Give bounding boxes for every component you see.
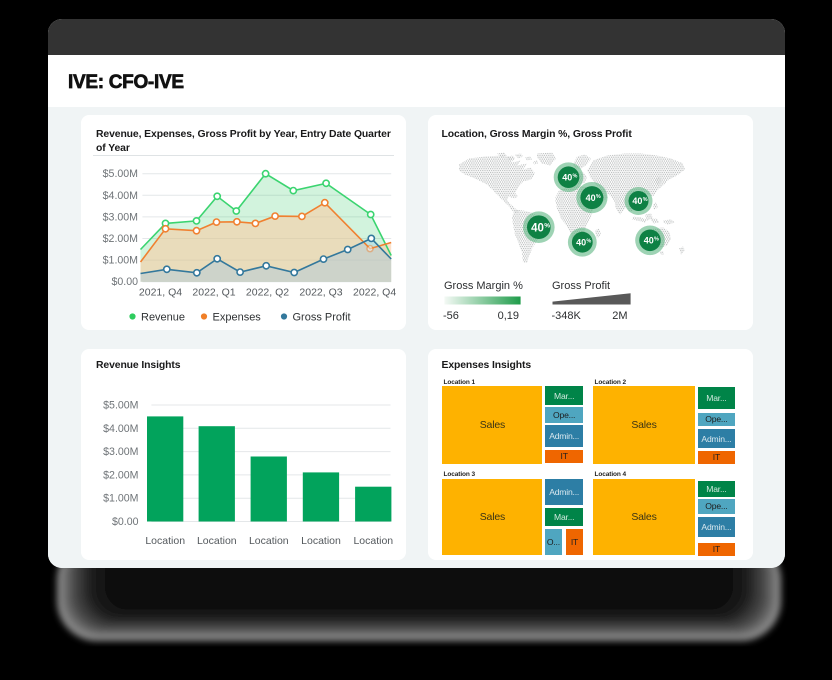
- svg-text:%: %: [642, 197, 647, 203]
- svg-text:$0.00: $0.00: [111, 276, 138, 288]
- svg-text:2022, Q2: 2022, Q2: [246, 287, 289, 299]
- svg-text:Location: Location: [145, 535, 185, 547]
- svg-text:$4.00M: $4.00M: [103, 423, 138, 435]
- svg-text:$3.00M: $3.00M: [103, 211, 138, 223]
- svg-text:Gross Profit: Gross Profit: [552, 280, 610, 292]
- svg-text:2021, Q4: 2021, Q4: [139, 287, 182, 299]
- svg-text:Location: Location: [353, 535, 393, 547]
- svg-text:%: %: [572, 174, 577, 180]
- svg-text:%: %: [586, 239, 591, 245]
- svg-text:$3.00M: $3.00M: [103, 446, 138, 458]
- svg-text:%: %: [595, 194, 600, 200]
- svg-text:40: 40: [576, 238, 586, 248]
- svg-text:-56: -56: [443, 310, 459, 322]
- svg-text:%: %: [654, 237, 659, 243]
- svg-text:2M: 2M: [612, 310, 627, 322]
- svg-text:$2.00M: $2.00M: [103, 469, 138, 481]
- svg-text:40: 40: [531, 222, 544, 234]
- svg-text:Location: Location: [197, 535, 237, 547]
- svg-text:$1.00M: $1.00M: [103, 255, 138, 267]
- svg-text:$4.00M: $4.00M: [103, 190, 138, 202]
- svg-text:2022, Q1: 2022, Q1: [192, 287, 235, 299]
- svg-text:$2.00M: $2.00M: [103, 233, 138, 245]
- svg-text:$5.00M: $5.00M: [103, 168, 138, 180]
- svg-text:-348K: -348K: [551, 310, 581, 322]
- svg-text:Expenses: Expenses: [213, 312, 262, 324]
- svg-text:Gross Profit: Gross Profit: [293, 312, 351, 324]
- svg-text:%: %: [544, 222, 550, 229]
- svg-text:40: 40: [643, 236, 653, 246]
- svg-text:40: 40: [562, 173, 572, 183]
- svg-text:0,19: 0,19: [497, 310, 518, 322]
- svg-text:Location: Location: [249, 535, 289, 547]
- svg-text:2022, Q4: 2022, Q4: [353, 287, 396, 299]
- svg-text:$1.00M: $1.00M: [103, 493, 138, 505]
- svg-text:40: 40: [632, 196, 642, 206]
- svg-text:2022, Q3: 2022, Q3: [299, 287, 342, 299]
- svg-text:Location: Location: [301, 535, 341, 547]
- svg-text:Gross Margin %: Gross Margin %: [444, 280, 523, 292]
- svg-text:40: 40: [585, 193, 595, 203]
- svg-text:$0.00: $0.00: [112, 516, 139, 528]
- svg-text:$5.00M: $5.00M: [103, 400, 138, 412]
- svg-text:Revenue: Revenue: [141, 312, 185, 324]
